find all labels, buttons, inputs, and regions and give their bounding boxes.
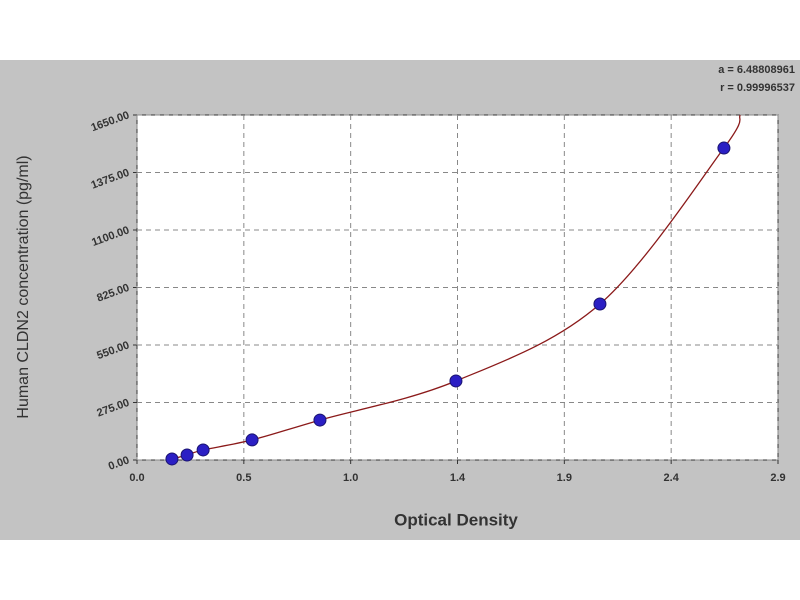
data-point	[245, 433, 259, 447]
data-point	[717, 141, 731, 155]
fit-curve	[171, 114, 741, 460]
x-tick-label: 2.9	[770, 472, 785, 484]
x-tick-label: 2.4	[664, 472, 680, 484]
x-tick-label: 0.5	[236, 472, 251, 484]
data-point	[449, 374, 463, 388]
fit-parameter: a = 6.48808961	[718, 64, 795, 76]
fit-parameter: r = 0.99996537	[720, 82, 795, 94]
data-point	[180, 448, 194, 462]
x-tick-label: 1.0	[343, 472, 358, 484]
x-tick-label: 1.4	[450, 472, 466, 484]
data-point	[593, 297, 607, 311]
x-axis-label: Optical Density	[394, 510, 518, 529]
data-point	[313, 413, 327, 427]
data-point	[165, 452, 179, 466]
data-point	[196, 443, 210, 457]
y-axis-label: Human CLDN2 concentration (pg/ml)	[15, 155, 32, 418]
x-tick-label: 0.0	[129, 472, 144, 484]
x-tick-label: 1.9	[557, 472, 572, 484]
